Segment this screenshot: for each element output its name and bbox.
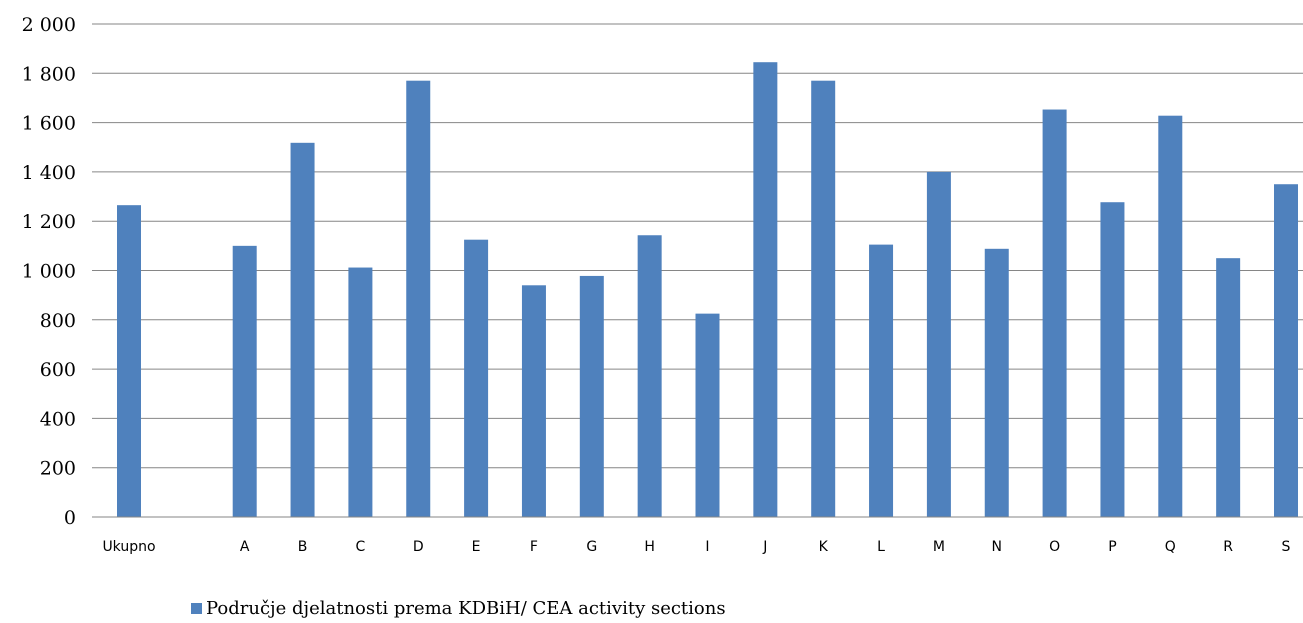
bar-h — [637, 235, 662, 518]
legend-swatch — [191, 602, 202, 614]
y-tick-label: 1 800 — [22, 63, 76, 85]
legend-label: Područje djelatnosti prema KDBiH/ CEA ac… — [206, 597, 726, 619]
x-tick-label: C — [356, 539, 366, 555]
x-tick-label: H — [644, 539, 655, 555]
bar-n — [984, 248, 1009, 518]
legend: Područje djelatnosti prema KDBiH/ CEA ac… — [191, 596, 726, 620]
y-tick-label: 800 — [40, 310, 76, 332]
bar-o — [1042, 109, 1067, 518]
bar-m — [926, 171, 951, 517]
x-tick-label: Ukupno — [102, 539, 155, 555]
bar-a — [232, 245, 257, 517]
bar-r — [1216, 258, 1241, 517]
bar-k — [811, 80, 836, 517]
y-tick-label: 200 — [40, 458, 76, 480]
bar-d — [406, 80, 431, 517]
bar-l — [869, 244, 894, 517]
x-tick-label: B — [298, 539, 308, 555]
x-tick-label: O — [1049, 539, 1060, 555]
y-tick-label: 400 — [40, 408, 76, 430]
x-tick-label: M — [933, 539, 945, 555]
x-tick-label: F — [530, 539, 538, 555]
bar-g — [579, 275, 604, 517]
x-tick-label: G — [586, 539, 597, 555]
bar-s — [1274, 184, 1298, 517]
y-tick-label: 0 — [64, 507, 76, 529]
bar-ukupno — [117, 205, 141, 518]
bars — [117, 62, 1298, 518]
x-tick-label: P — [1108, 539, 1116, 555]
bar-q — [1158, 115, 1183, 517]
y-axis-ticks: 0 200 400 600 800 1 000 1 200 1 400 1 600 1 800 2 … — [22, 14, 76, 529]
x-tick-label: D — [413, 539, 424, 555]
y-tick-label: 2 000 — [22, 14, 76, 36]
bar-p — [1100, 202, 1125, 518]
x-tick-label: N — [992, 539, 1002, 555]
x-tick-label: Q — [1165, 539, 1176, 555]
x-tick-label: I — [705, 539, 709, 555]
x-tick-label: L — [877, 539, 885, 555]
x-tick-label: E — [472, 539, 481, 555]
bar-f — [521, 285, 546, 517]
x-axis-ticks: Ukupno A B C D E F G H I J K L M N O P Q R S — [102, 539, 1290, 555]
y-tick-label: 1 200 — [22, 211, 76, 233]
y-tick-label: 600 — [40, 359, 76, 381]
bar-e — [464, 239, 489, 517]
bar-c — [348, 267, 373, 517]
x-tick-label: K — [819, 539, 829, 555]
bar-i — [695, 313, 720, 517]
bar-b — [290, 142, 315, 518]
x-tick-label: A — [240, 539, 250, 555]
x-tick-label: S — [1282, 539, 1291, 555]
y-tick-label: 1 400 — [22, 162, 76, 184]
x-tick-label: J — [762, 539, 767, 555]
bar-j — [753, 62, 778, 518]
y-tick-label: 1 600 — [22, 113, 76, 135]
x-tick-label: R — [1223, 539, 1233, 555]
y-tick-label: 1 000 — [22, 261, 76, 283]
